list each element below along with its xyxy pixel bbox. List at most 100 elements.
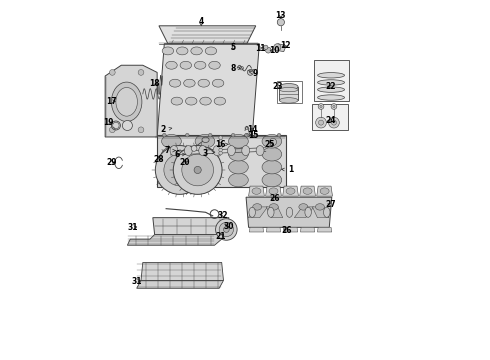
Ellipse shape xyxy=(305,207,311,217)
Ellipse shape xyxy=(227,145,235,156)
Circle shape xyxy=(219,142,222,146)
Circle shape xyxy=(208,134,212,137)
Ellipse shape xyxy=(170,79,181,87)
Text: 22: 22 xyxy=(325,82,336,91)
Text: 26: 26 xyxy=(281,226,292,235)
Ellipse shape xyxy=(170,145,178,156)
Ellipse shape xyxy=(286,188,295,194)
Circle shape xyxy=(186,134,189,137)
Ellipse shape xyxy=(205,47,217,55)
Text: 6: 6 xyxy=(175,150,186,159)
Ellipse shape xyxy=(180,61,192,69)
Circle shape xyxy=(194,166,201,174)
Text: 28: 28 xyxy=(153,155,164,164)
Polygon shape xyxy=(157,44,259,137)
Polygon shape xyxy=(137,280,223,288)
Ellipse shape xyxy=(320,188,329,194)
Circle shape xyxy=(216,219,237,240)
Circle shape xyxy=(254,134,258,137)
Ellipse shape xyxy=(200,97,211,105)
Ellipse shape xyxy=(228,134,248,148)
Polygon shape xyxy=(248,207,268,218)
Ellipse shape xyxy=(122,121,132,131)
Text: 15: 15 xyxy=(248,131,258,140)
Bar xyxy=(313,104,347,130)
Polygon shape xyxy=(279,87,298,100)
Polygon shape xyxy=(283,227,298,232)
Circle shape xyxy=(247,69,253,75)
Ellipse shape xyxy=(316,204,324,210)
Polygon shape xyxy=(300,227,315,232)
Polygon shape xyxy=(317,186,333,196)
Ellipse shape xyxy=(318,80,344,85)
Circle shape xyxy=(277,19,285,26)
Ellipse shape xyxy=(162,134,181,148)
Circle shape xyxy=(318,104,324,109)
Ellipse shape xyxy=(191,47,202,55)
Ellipse shape xyxy=(262,147,282,161)
Ellipse shape xyxy=(195,173,215,187)
Polygon shape xyxy=(153,218,229,234)
Circle shape xyxy=(318,120,323,125)
Ellipse shape xyxy=(279,98,298,103)
Ellipse shape xyxy=(171,97,183,105)
Polygon shape xyxy=(127,234,227,245)
Text: 20: 20 xyxy=(179,158,190,167)
Ellipse shape xyxy=(268,207,274,217)
Ellipse shape xyxy=(116,87,137,116)
Text: 19: 19 xyxy=(103,118,113,127)
Text: 13: 13 xyxy=(275,11,286,20)
Ellipse shape xyxy=(212,79,224,87)
Polygon shape xyxy=(283,186,298,196)
Ellipse shape xyxy=(249,207,255,217)
Ellipse shape xyxy=(262,134,282,148)
Ellipse shape xyxy=(318,95,344,100)
Bar xyxy=(314,60,349,101)
Text: 16: 16 xyxy=(216,140,229,149)
Text: 17: 17 xyxy=(106,96,117,105)
Ellipse shape xyxy=(253,204,262,210)
Text: 31: 31 xyxy=(131,276,142,285)
Ellipse shape xyxy=(252,188,261,194)
Ellipse shape xyxy=(299,204,308,210)
Ellipse shape xyxy=(228,147,248,161)
Circle shape xyxy=(109,127,115,133)
Ellipse shape xyxy=(214,97,225,105)
Circle shape xyxy=(333,105,335,108)
Polygon shape xyxy=(294,207,314,218)
Ellipse shape xyxy=(245,134,248,136)
Text: 12: 12 xyxy=(280,41,291,50)
Text: 3: 3 xyxy=(203,149,215,158)
Circle shape xyxy=(219,136,222,139)
Polygon shape xyxy=(275,44,286,51)
Ellipse shape xyxy=(256,145,264,156)
Ellipse shape xyxy=(228,160,248,174)
Text: 31: 31 xyxy=(128,223,138,232)
Circle shape xyxy=(176,166,183,174)
Ellipse shape xyxy=(176,47,188,55)
Text: 25: 25 xyxy=(264,140,274,149)
Circle shape xyxy=(219,148,222,152)
Circle shape xyxy=(223,226,229,232)
Text: 30: 30 xyxy=(223,222,234,231)
Ellipse shape xyxy=(195,160,215,174)
Text: 18: 18 xyxy=(149,79,160,88)
Circle shape xyxy=(329,117,339,128)
Polygon shape xyxy=(318,227,332,232)
Circle shape xyxy=(331,120,337,125)
Ellipse shape xyxy=(242,145,250,156)
Ellipse shape xyxy=(279,84,298,90)
Ellipse shape xyxy=(245,127,248,130)
Circle shape xyxy=(331,104,337,109)
Circle shape xyxy=(164,154,196,186)
Ellipse shape xyxy=(186,97,197,105)
Circle shape xyxy=(173,145,222,194)
Ellipse shape xyxy=(270,204,278,210)
Circle shape xyxy=(231,134,235,137)
Ellipse shape xyxy=(239,66,244,70)
Ellipse shape xyxy=(213,145,221,156)
Circle shape xyxy=(316,117,326,128)
Text: 14: 14 xyxy=(247,125,258,134)
Polygon shape xyxy=(313,207,329,218)
Ellipse shape xyxy=(184,145,192,156)
